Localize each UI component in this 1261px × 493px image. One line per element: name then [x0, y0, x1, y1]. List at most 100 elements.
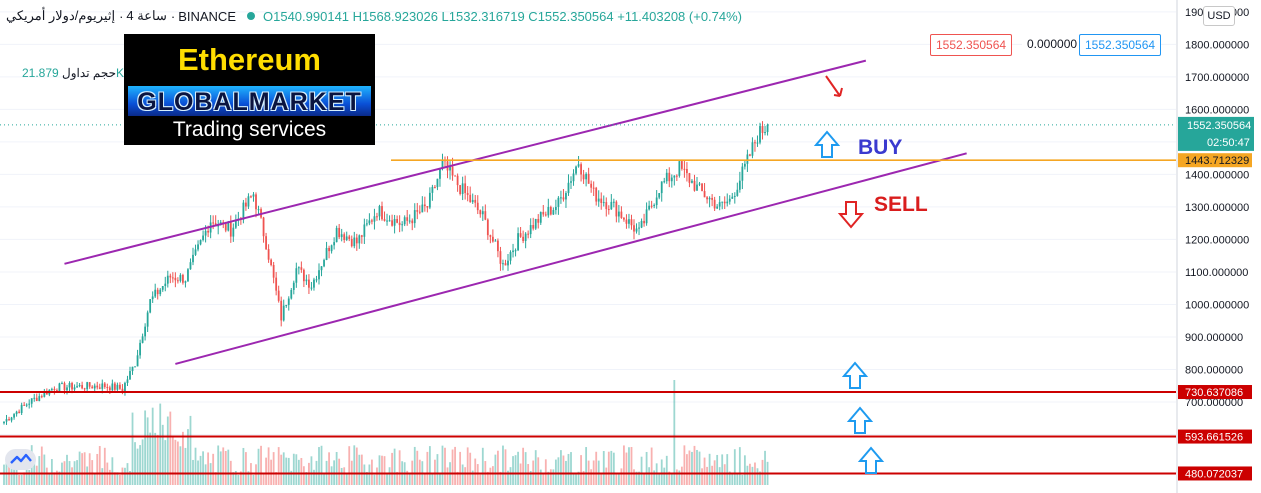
volume-bar [257, 448, 260, 485]
level-tag [1178, 466, 1252, 481]
candle-body [305, 279, 308, 282]
support-arrow-icon [841, 361, 869, 389]
volume-bar [640, 456, 643, 485]
volume-bar [141, 439, 144, 485]
volume-bar [678, 470, 681, 485]
candle-body [537, 218, 540, 223]
level-tag [1178, 429, 1252, 444]
volume-bar [245, 452, 247, 485]
candle-body [68, 382, 71, 388]
volume-bar [58, 471, 61, 485]
volume-bar [645, 451, 648, 485]
ask-price-box[interactable]: 1552.350564 [1079, 34, 1162, 56]
y-tick-label: 1100.000000 [1185, 267, 1248, 279]
currency-button[interactable]: USD [1203, 6, 1235, 26]
volume-bar [534, 450, 537, 485]
candle-body [766, 124, 769, 133]
candle-body [532, 225, 535, 229]
candle-body [560, 197, 562, 199]
candle-body [318, 270, 320, 280]
candle-body [408, 220, 411, 222]
candle-body [355, 237, 358, 244]
candle-body [421, 204, 424, 213]
level-tag [1178, 153, 1252, 168]
volume-bar [179, 446, 182, 485]
candle-body [466, 193, 469, 195]
candle-body [53, 388, 56, 391]
candle-body [401, 224, 404, 226]
volume-bar [610, 450, 613, 485]
volume-bar [199, 455, 202, 485]
volume-bar [96, 453, 99, 485]
candle-body [479, 210, 482, 215]
volume-bar [86, 466, 89, 485]
volume-bar [129, 470, 131, 485]
candle-body [615, 201, 618, 217]
volume-bar [217, 445, 220, 485]
candle-body [436, 178, 439, 188]
tradingview-logo-icon[interactable] [5, 449, 36, 470]
sell-arrow-icon [837, 201, 865, 229]
symbol-name[interactable]: إثيريوم/دولار أمريكي [6, 8, 116, 23]
volume-bar [174, 439, 177, 485]
candle-body [204, 230, 207, 236]
volume-bar [466, 447, 469, 485]
candle-body [706, 197, 708, 200]
candle-body [40, 396, 43, 398]
bid-price-box[interactable]: 1552.350564 [930, 34, 1013, 56]
candle-body [224, 222, 227, 231]
candle-body [645, 209, 648, 224]
volume-bar [476, 464, 479, 485]
candle-body [368, 220, 371, 224]
volume-bar [146, 417, 149, 485]
volume-bar [360, 454, 363, 485]
volume-bar [759, 471, 761, 485]
candle-body [716, 206, 719, 209]
interval-label[interactable]: ساعة 4 [126, 8, 167, 23]
candle-body [176, 280, 179, 282]
volume-bar [716, 454, 719, 485]
candle-body [161, 286, 164, 290]
buy-signal-label: BUY [858, 136, 903, 159]
candle-body [686, 168, 688, 174]
volume-bar [683, 445, 686, 485]
candle-body [675, 175, 678, 177]
candle-body [13, 414, 15, 418]
candle-body [113, 383, 116, 390]
candle-body [743, 163, 746, 167]
volume-bar [121, 467, 124, 485]
candle-body [701, 183, 703, 192]
volume-bar [743, 455, 746, 485]
candle-body [587, 173, 590, 184]
candle-body [43, 391, 46, 397]
volume-bar [663, 467, 666, 485]
volume-bar [214, 472, 217, 485]
volume-bar [625, 452, 628, 485]
candle-body [103, 383, 106, 387]
volume-bar [620, 468, 623, 485]
candle-body [348, 236, 351, 239]
ohlc-readout: O1540.990141 H1568.923026 L1532.316719 C… [263, 8, 743, 24]
candle-body [713, 199, 716, 209]
last-price-label: 1552.350564 [1187, 120, 1251, 132]
candle-body [328, 247, 330, 252]
candle-body [428, 192, 431, 208]
candle-body [207, 230, 210, 233]
volume-bar [537, 457, 540, 485]
candle-body [376, 216, 378, 218]
candle-body [313, 279, 315, 288]
candle-body [63, 383, 66, 391]
volume-bar [222, 447, 225, 485]
candle-body [18, 411, 21, 414]
volume-bar [633, 469, 635, 485]
candle-body [124, 382, 126, 392]
volume-bar [270, 459, 273, 485]
spread-value: 0.000000 [1022, 34, 1083, 54]
volume-bar [751, 466, 754, 485]
volume-bar [746, 465, 749, 485]
candle-body [633, 225, 635, 232]
volume-bar [726, 454, 729, 485]
volume-legend[interactable]: حجم تداول 21.879K [8, 66, 124, 80]
candle-body [577, 164, 580, 167]
candle-body [620, 211, 623, 218]
